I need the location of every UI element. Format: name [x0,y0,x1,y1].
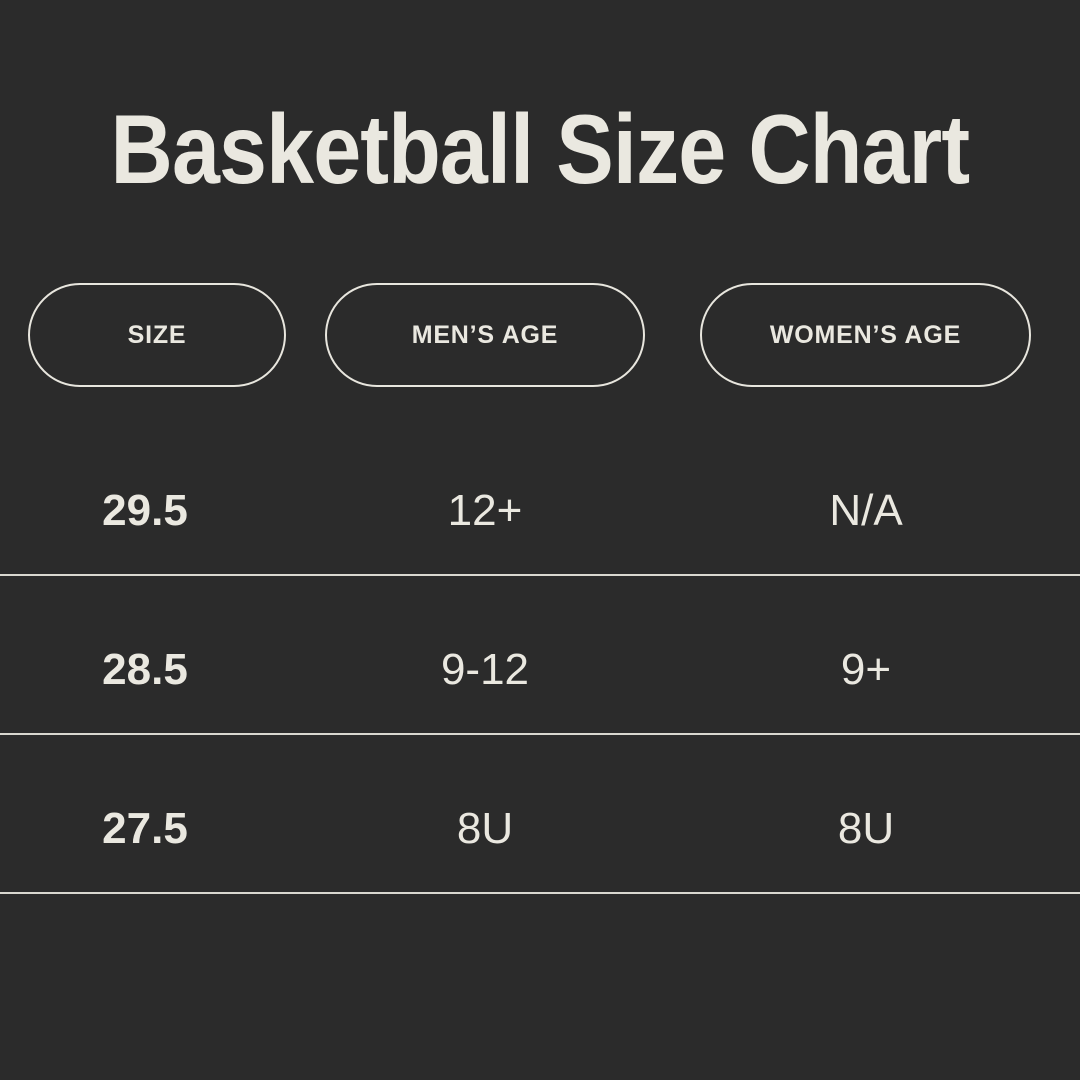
header-pill-size: SIZE [28,283,286,387]
page-title: Basketball Size Chart [0,100,1080,198]
size-value: 27.5 [102,803,188,853]
table-row: 29.5 12+ N/A [0,417,1080,576]
womens-age-value: 9+ [840,644,892,694]
page-title-text: Basketball Size Chart [110,94,970,204]
size-value: 28.5 [102,644,188,694]
womens-age-value: 8U [837,803,895,853]
header-label-size: SIZE [127,320,187,349]
size-value: 29.5 [102,485,188,535]
mens-age-value: 8U [456,803,514,853]
table-row: 27.5 8U 8U [0,735,1080,894]
mens-age-value: 12+ [447,485,523,535]
header-label-mens-age: MEN’S AGE [411,320,559,349]
header-pill-womens-age: WOMEN’S AGE [700,283,1031,387]
womens-age-value: N/A [829,485,903,535]
header-pill-mens-age: MEN’S AGE [325,283,645,387]
header-label-womens-age: WOMEN’S AGE [769,320,962,349]
size-table: 29.5 12+ N/A 28.5 9-12 9+ 27.5 8U 8U [0,417,1080,894]
mens-age-value: 9-12 [440,644,530,694]
table-row: 28.5 9-12 9+ [0,576,1080,735]
